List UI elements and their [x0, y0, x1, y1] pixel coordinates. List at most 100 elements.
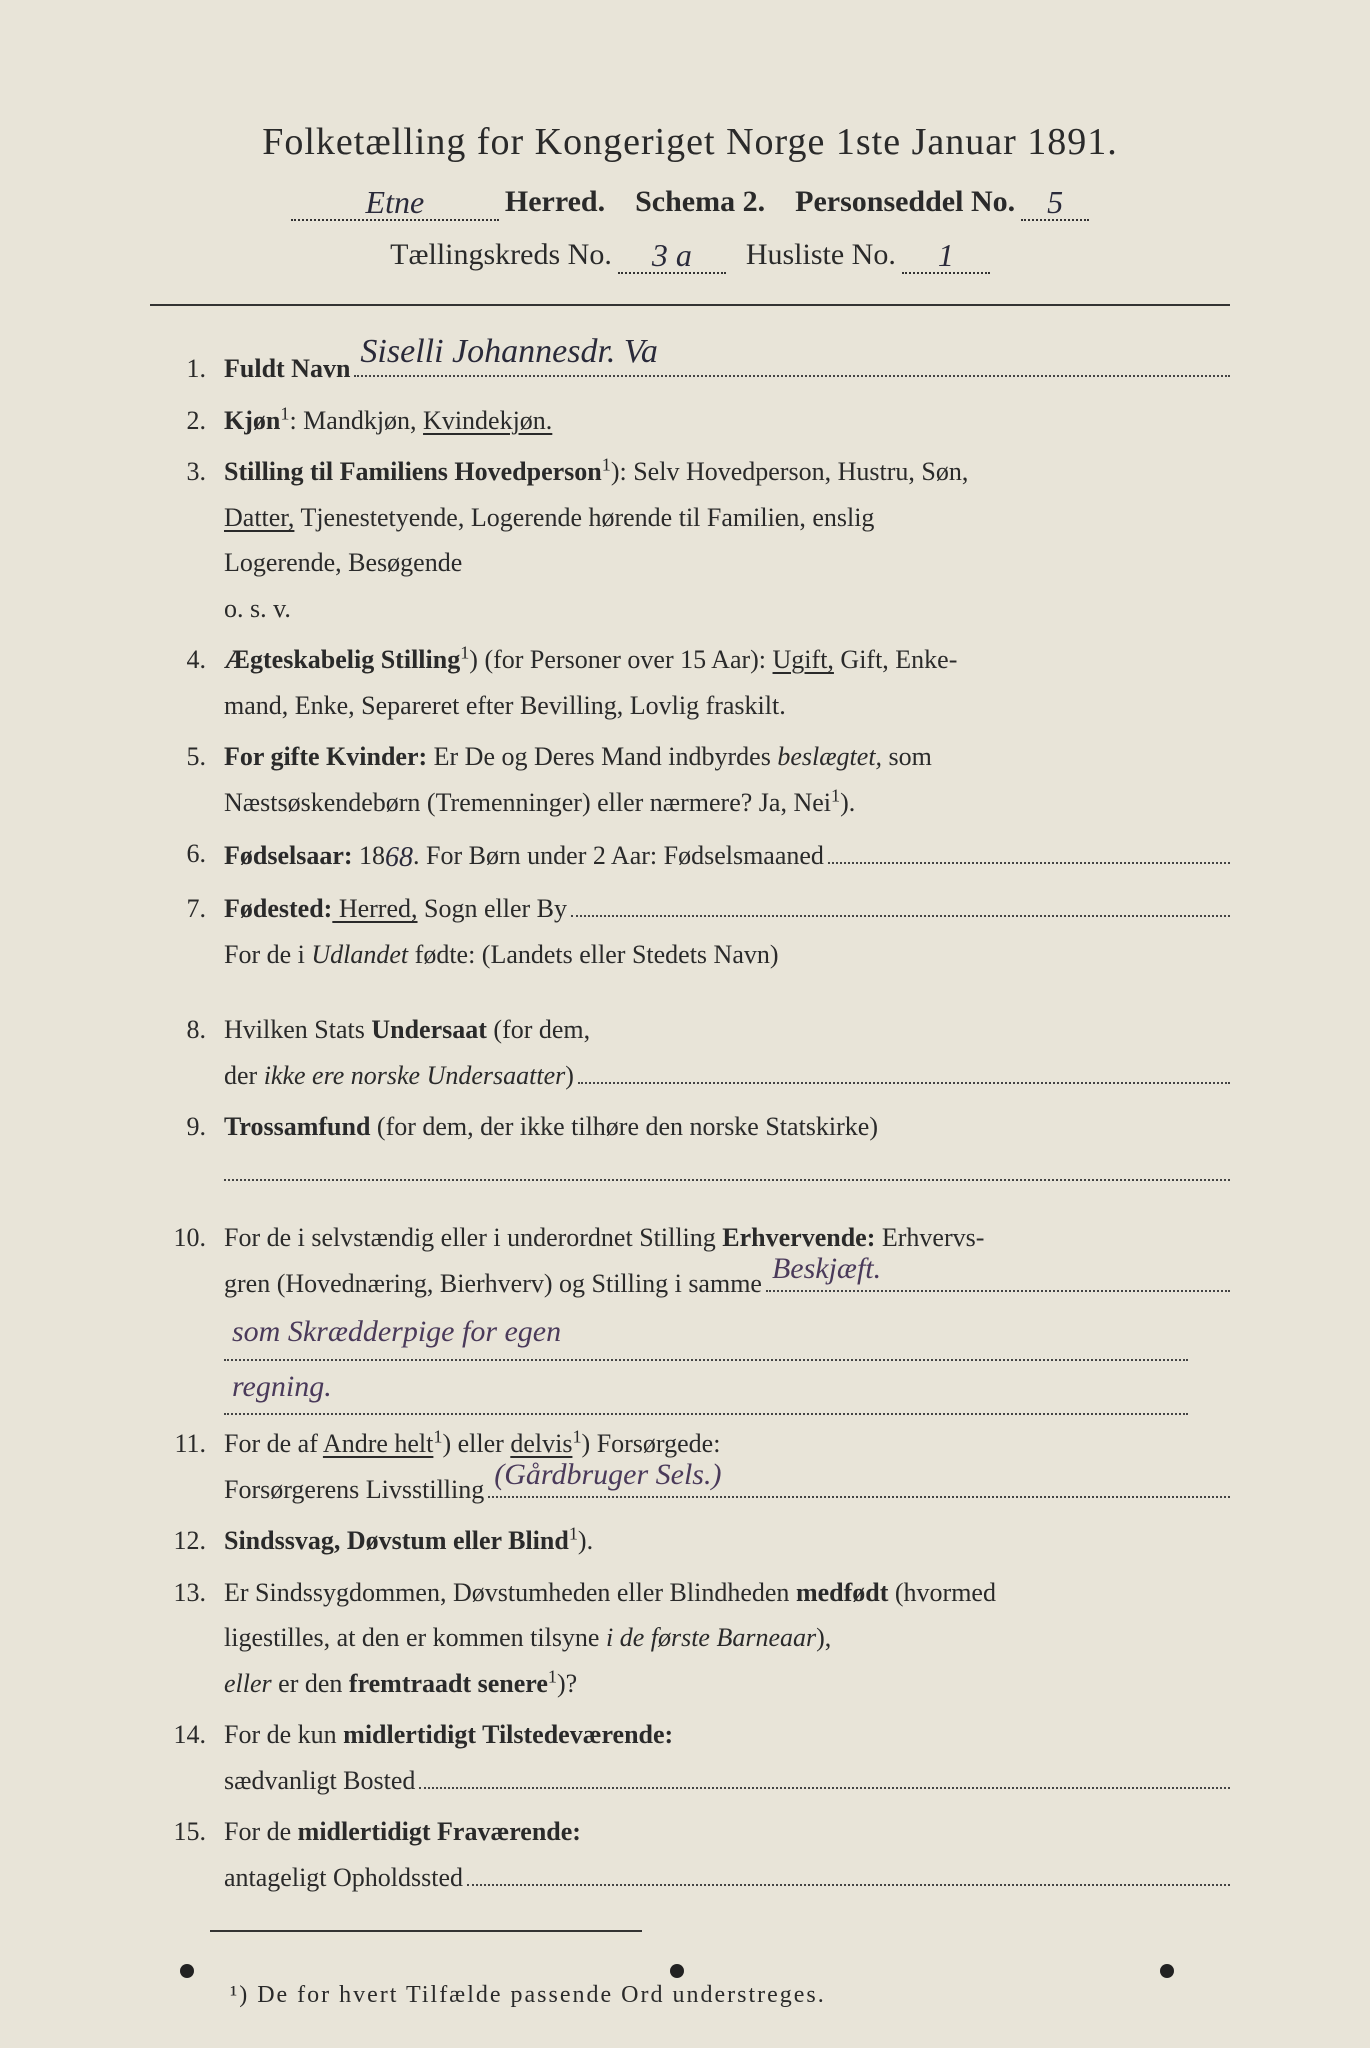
item-1: 1. Fuldt Navn Siselli Johannesdr. Va — [150, 346, 1230, 392]
item-content: For gifte Kvinder: Er De og Deres Mand i… — [224, 734, 1230, 825]
text: : Mandkjøn, — [289, 406, 423, 435]
label-wrap: Fødested: Herred, Sogn eller By — [224, 886, 567, 932]
line2end: ). — [840, 788, 855, 817]
item-content: For de kun midlertidigt Tilstedeværende:… — [224, 1712, 1230, 1803]
item-num: 4. — [150, 637, 224, 683]
bold: Undersaat — [371, 1015, 487, 1044]
label: Stilling til Familiens Hovedperson — [224, 457, 602, 486]
item-6: 6. Fødselsaar: 1868. For Børn under 2 Aa… — [150, 831, 1230, 880]
line1: For de — [224, 1817, 298, 1846]
census-form-page: Folketælling for Kongeriget Norge 1ste J… — [0, 0, 1370, 2048]
item-11: 11. For de af Andre helt1) eller delvis1… — [150, 1421, 1230, 1512]
label: For gifte Kvinder: — [224, 742, 427, 771]
line2: Næstsøskendebørn (Tremenninger) eller næ… — [224, 788, 831, 817]
item-content: Fødested: Herred, Sogn eller By For de i… — [224, 886, 1230, 977]
rest: Sogn eller By — [418, 894, 568, 923]
line2b: fødte: (Landets eller Stedets Navn) — [408, 940, 778, 969]
item-content: For de i selvstændig eller i underordnet… — [224, 1215, 1230, 1415]
item-content: Fuldt Navn Siselli Johannesdr. Va — [224, 346, 1230, 392]
line2: antageligt Opholdssted — [224, 1855, 463, 1901]
item-15: 15. For de midlertidigt Fraværende: anta… — [150, 1809, 1230, 1900]
month-field — [828, 862, 1230, 864]
line3b: fremtraadt senere — [349, 1669, 548, 1698]
item-num: 11. — [150, 1421, 224, 1467]
item-content: Er Sindssygdommen, Døvstumheden eller Bl… — [224, 1570, 1230, 1707]
sup: 1 — [569, 1523, 578, 1543]
item-num: 1. — [150, 346, 224, 392]
item-content: Trossamfund (for dem, der ikke tilhøre d… — [224, 1104, 1230, 1195]
undersaat-field — [578, 1082, 1230, 1084]
birthplace-field — [571, 915, 1230, 917]
line1a: For de af — [224, 1429, 323, 1458]
form-header: Folketælling for Kongeriget Norge 1ste J… — [150, 120, 1230, 274]
husliste-label: Husliste No. — [746, 238, 896, 272]
person-no-hw: 5 — [1047, 184, 1063, 220]
form-body: 1. Fuldt Navn Siselli Johannesdr. Va 2. … — [150, 346, 1230, 1900]
line2b: ), — [816, 1623, 831, 1652]
line1: Hvilken Stats — [224, 1015, 371, 1044]
item-4: 4. Ægteskabelig Stilling1) (for Personer… — [150, 637, 1230, 728]
hw3: regning. — [224, 1361, 1188, 1416]
line3a: er den — [272, 1669, 349, 1698]
hw1: Beskjæft. — [772, 1243, 881, 1296]
husliste-hw: 1 — [938, 237, 954, 273]
italic: beslægtet, — [777, 742, 882, 771]
line2-wrap: der ikke ere norske Undersaatter) — [224, 1053, 574, 1099]
person-no-field: 5 — [1021, 182, 1089, 221]
bold: midlertidigt Fraværende: — [298, 1817, 581, 1846]
line3i: eller — [224, 1669, 272, 1698]
label: Fuldt Navn — [224, 346, 350, 392]
item-13: 13. Er Sindssygdommen, Døvstumheden elle… — [150, 1570, 1230, 1707]
line2i: Udlandet — [311, 940, 408, 969]
line1: For de kun — [224, 1720, 343, 1749]
line1b: (for dem, — [487, 1015, 590, 1044]
item-num: 5. — [150, 734, 224, 780]
husliste-field: 1 — [902, 235, 990, 274]
ugift: Ugift, — [773, 645, 834, 674]
line3: Logerende, Besøgende — [224, 548, 462, 577]
rest2: Gift, Enke- — [834, 645, 957, 674]
line2b: Tjenestetyende, Logerende hørende til Fa… — [294, 503, 874, 532]
rest: (for dem, der ikke tilhøre den norske St… — [370, 1112, 878, 1141]
item-num: 3. — [150, 449, 224, 495]
item-content: Kjøn1: Mandkjøn, Kvindekjøn. — [224, 398, 1230, 444]
label: Trossamfund — [224, 1112, 370, 1141]
schema-label: Schema 2. — [635, 185, 765, 219]
binding-hole — [180, 1964, 194, 1978]
line2: mand, Enke, Separeret efter Bevilling, L… — [224, 691, 786, 720]
label: Kjøn — [224, 406, 280, 435]
label: Sindssvag, Døvstum eller Blind — [224, 1526, 569, 1555]
item-num: 10. — [150, 1215, 224, 1261]
line2i: ikke ere norske Undersaatter — [264, 1061, 566, 1090]
herred-u: Herred, — [332, 894, 417, 923]
item-content: Hvilken Stats Undersaat (for dem, der ik… — [224, 1007, 1230, 1098]
line1: Er Sindssygdommen, Døvstumheden eller Bl… — [224, 1578, 796, 1607]
forsorger-field: (Gårdbruger Sels.) — [488, 1496, 1230, 1498]
item-num: 15. — [150, 1809, 224, 1855]
herred-field: Etne — [291, 182, 499, 221]
item-content: Sindssvag, Døvstum eller Blind1). — [224, 1518, 1230, 1564]
item-12: 12. Sindssvag, Døvstum eller Blind1). — [150, 1518, 1230, 1564]
item-num: 8. — [150, 1007, 224, 1053]
bold: medfødt — [796, 1578, 888, 1607]
end: ). — [578, 1526, 593, 1555]
rest2: som — [882, 742, 932, 771]
hw: (Gårdbruger Sels.) — [494, 1449, 721, 1502]
line2: Forsørgerens Livsstilling — [224, 1467, 484, 1513]
kreds-row: Tællingskreds No. 3 a Husliste No. 1 — [150, 235, 1230, 274]
line2a: ligestilles, at den er kommen tilsyne — [224, 1623, 606, 1652]
name-field: Siselli Johannesdr. Va — [354, 375, 1230, 377]
item-num: 6. — [150, 831, 224, 877]
item-num: 13. — [150, 1570, 224, 1616]
rest: Er De og Deres Mand indbyrdes — [427, 742, 777, 771]
item-num: 14. — [150, 1712, 224, 1758]
kreds-hw: 3 a — [652, 237, 692, 273]
herred-row: Etne Herred. Schema 2. Personseddel No. … — [150, 182, 1230, 221]
kvindekjon: Kvindekjøn. — [423, 406, 552, 435]
item-7: 7. Fødested: Herred, Sogn eller By For d… — [150, 886, 1230, 977]
line1b: Erhvervs- — [875, 1223, 984, 1252]
item-8: 8. Hvilken Stats Undersaat (for dem, der… — [150, 1007, 1230, 1098]
datter: Datter, — [224, 503, 294, 532]
name-hw: Siselli Johannesdr. Va — [360, 322, 657, 382]
year-hw: 68 — [385, 842, 413, 873]
